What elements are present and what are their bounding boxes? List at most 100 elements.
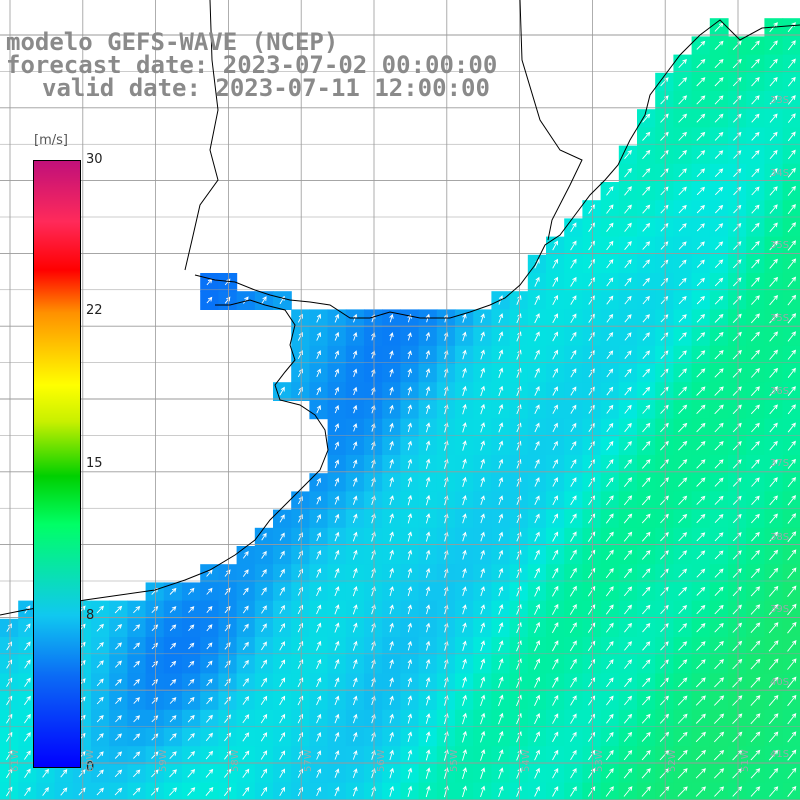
wind-arrow (570, 567, 577, 579)
wind-arrow (425, 476, 431, 488)
wind-arrow (678, 659, 688, 669)
wind-arrow (678, 77, 688, 87)
wind-arrow (606, 277, 614, 287)
wind-arrow (6, 695, 13, 706)
wind-arrow (534, 531, 540, 542)
wind-arrow (714, 659, 724, 670)
wind-arrow (751, 77, 760, 87)
wind-arrow (732, 586, 742, 597)
wind-arrow (169, 606, 177, 613)
wind-arrow (787, 203, 796, 215)
wind-arrow (297, 640, 304, 651)
wind-arrow (498, 513, 504, 524)
wind-arrow (498, 458, 504, 469)
wind-arrow (552, 276, 558, 287)
wind-arrow (642, 568, 651, 578)
wind-arrow (751, 95, 760, 105)
wind-arrow (187, 714, 195, 723)
wind-arrow (552, 294, 558, 306)
wind-arrow (425, 640, 431, 651)
wind-arrow (425, 586, 431, 597)
wind-arrow (769, 168, 778, 178)
wind-arrow (714, 350, 724, 360)
wind-arrow (696, 241, 705, 250)
wind-arrow (768, 713, 779, 725)
wind-arrow (606, 313, 614, 323)
wind-arrow (425, 513, 431, 524)
wind-arrow (642, 404, 651, 414)
wind-arrow (787, 785, 797, 797)
wind-arrow (389, 404, 394, 414)
wind-arrow (732, 368, 742, 378)
wind-arrow (352, 786, 358, 797)
wind-arrow (133, 751, 141, 759)
wind-arrow (768, 676, 779, 688)
wind-arrow (316, 477, 321, 487)
wind-arrow (659, 749, 670, 761)
wind-arrow (462, 767, 467, 780)
wind-arrow (352, 695, 358, 706)
wind-arrow (462, 658, 467, 670)
wind-arrow (552, 477, 558, 487)
wind-arrow (696, 568, 706, 578)
wind-arrow (352, 604, 358, 615)
wind-arrow (678, 168, 687, 178)
wind-arrow (407, 368, 412, 378)
wind-arrow (570, 368, 577, 378)
wind-arrow (96, 733, 104, 741)
wind-arrow (696, 586, 706, 596)
wind-arrow (133, 605, 141, 614)
wind-arrow (750, 786, 761, 797)
lat-label-35s-b: 35S (770, 313, 790, 324)
wind-arrow (115, 678, 122, 686)
wind-arrow (714, 131, 724, 141)
wind-speed-cell (782, 782, 800, 800)
wind-arrow (569, 622, 577, 634)
wind-arrow (224, 678, 231, 687)
wind-arrow (96, 623, 104, 632)
wind-arrow (787, 422, 796, 433)
wind-arrow (24, 786, 31, 797)
wind-arrow (133, 678, 140, 686)
wind-arrow (334, 750, 340, 760)
wind-arrow (498, 385, 504, 397)
wind-arrow (334, 713, 340, 724)
wind-arrow (677, 786, 688, 797)
wind-arrow (6, 786, 13, 797)
lat-label-39s: 39S (770, 604, 790, 615)
wind-arrow (641, 749, 651, 761)
wind-arrow (96, 678, 104, 687)
wind-arrow (96, 696, 104, 705)
wind-arrow (714, 186, 724, 196)
wind-arrow (769, 149, 778, 160)
wind-arrow (714, 568, 724, 578)
wind-arrow (787, 95, 796, 105)
wind-arrow (279, 532, 285, 541)
wind-arrow (115, 715, 122, 723)
wind-arrow (352, 622, 358, 633)
wind-arrow (659, 768, 670, 779)
wind-arrow (334, 313, 340, 323)
wind-arrow (678, 113, 688, 123)
wind-arrow (605, 768, 614, 779)
wind-arrow (534, 676, 541, 688)
wind-arrow (389, 677, 394, 687)
wind-arrow (279, 568, 285, 578)
wind-arrow (534, 459, 540, 469)
wind-arrow (696, 477, 706, 487)
wind-arrow (552, 749, 559, 761)
wind-arrow (279, 514, 285, 523)
wind-arrow (6, 677, 13, 687)
wind-arrow (660, 677, 669, 688)
wind-arrow (624, 622, 632, 633)
wind-arrow (678, 368, 687, 378)
wind-arrow (751, 477, 760, 487)
wind-arrow (352, 404, 358, 414)
wind-arrow (787, 313, 797, 324)
wind-arrow (624, 350, 632, 359)
wind-arrow (787, 331, 796, 342)
wind-arrow (641, 768, 651, 779)
wind-arrow (750, 586, 761, 597)
wind-arrow (297, 368, 303, 378)
wind-arrow (353, 441, 358, 450)
